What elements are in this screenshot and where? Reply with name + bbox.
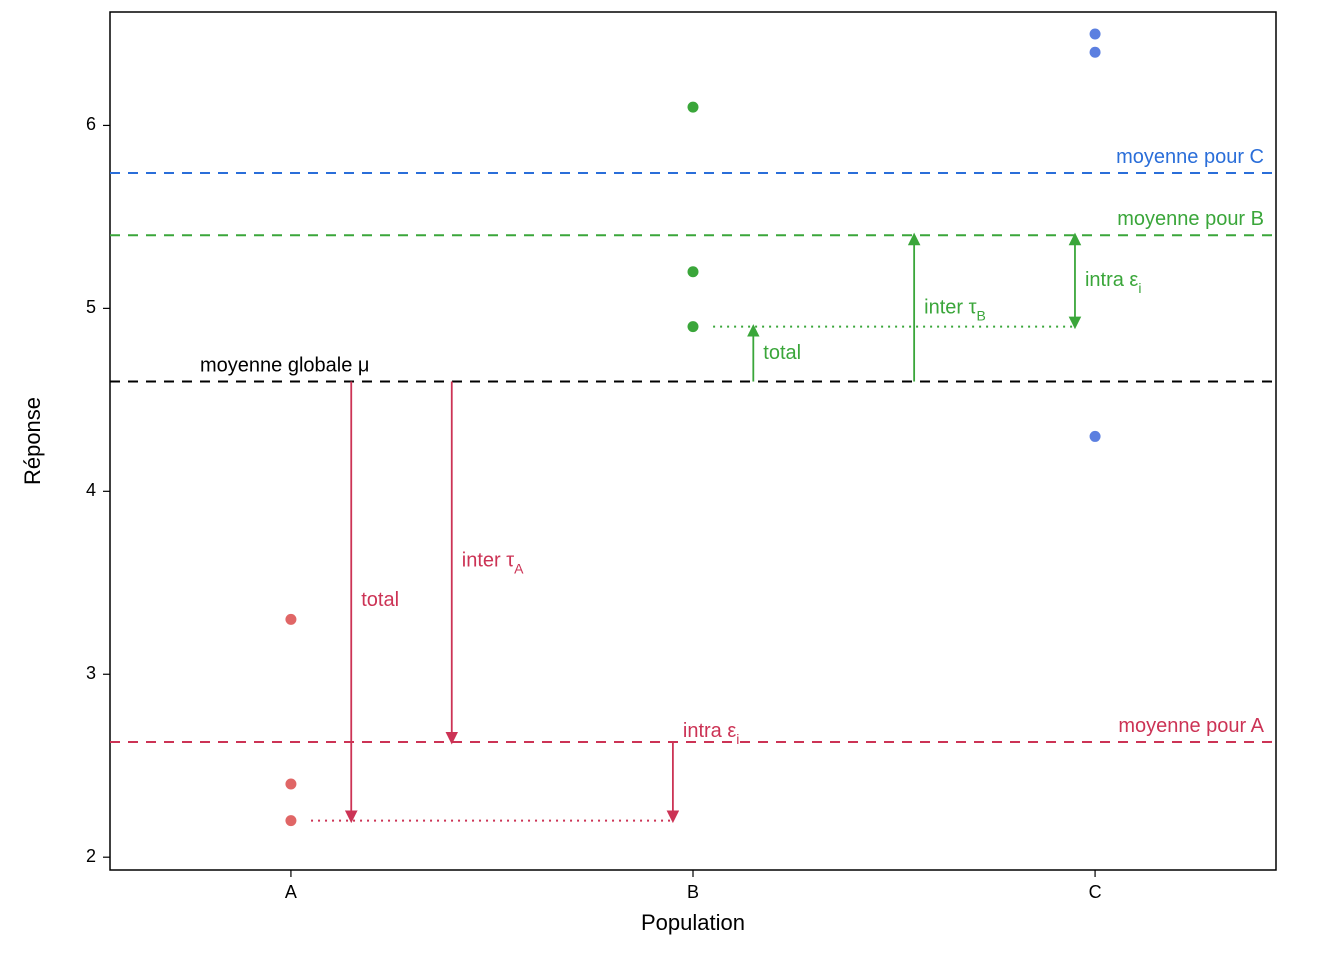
mean-label-A: moyenne pour A bbox=[1118, 715, 1264, 737]
point-C bbox=[1090, 431, 1101, 442]
y-tick-label: 6 bbox=[86, 114, 96, 134]
y-tick-label: 5 bbox=[86, 297, 96, 317]
anova-chart: 2 3 4 5 6 Réponse A B C Population moyenne globale… bbox=[0, 0, 1344, 960]
point-A bbox=[285, 614, 296, 625]
arrow-label-A_inter: inter τA bbox=[462, 550, 524, 576]
y-tick-label: 2 bbox=[86, 846, 96, 866]
point-C bbox=[1090, 47, 1101, 58]
point-A bbox=[285, 815, 296, 826]
arrow-label-B_intra: intra εi bbox=[1085, 269, 1142, 295]
x-tick-label: C bbox=[1089, 882, 1102, 902]
point-B bbox=[688, 102, 699, 113]
point-B bbox=[688, 266, 699, 277]
mean-label-C: moyenne pour C bbox=[1116, 146, 1264, 168]
point-A bbox=[285, 779, 296, 790]
arrow-label-B_inter: inter τB bbox=[924, 297, 986, 323]
mean-label-B: moyenne pour B bbox=[1117, 208, 1264, 230]
y-tick-label: 4 bbox=[86, 480, 96, 500]
x-tick-label: A bbox=[285, 882, 297, 902]
point-C bbox=[1090, 28, 1101, 39]
x-axis-title: Population bbox=[641, 910, 745, 935]
point-B bbox=[688, 321, 699, 332]
x-tick-label: B bbox=[687, 882, 699, 902]
y-axis-title: Réponse bbox=[20, 397, 45, 485]
arrow-label-B_total: total bbox=[763, 342, 801, 364]
mean-label-mu: moyenne globale μ bbox=[200, 355, 369, 377]
arrow-label-A_total: total bbox=[361, 589, 399, 611]
y-tick-label: 3 bbox=[86, 663, 96, 683]
